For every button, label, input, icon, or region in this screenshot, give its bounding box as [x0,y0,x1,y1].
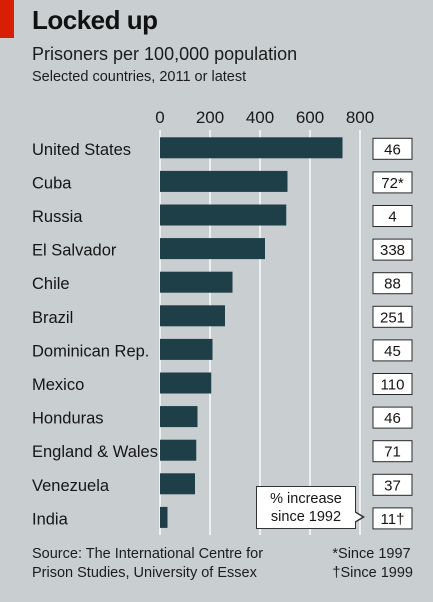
bar [160,506,168,528]
callout-pointer-fill [354,512,362,522]
chart-subtitle: Prisoners per 100,000 population [32,44,298,64]
category-label: Russia [32,208,83,226]
category-label: Honduras [32,410,104,428]
source-note: Source: The International Centre for Pri… [32,545,282,583]
increase-box [372,373,413,395]
increase-box [372,507,413,530]
increase-box [372,440,413,463]
increase-label: 46 [384,141,401,158]
category-label: El Salvador [32,242,117,260]
bar [160,439,197,461]
increase-box [372,171,413,194]
increase-label: 251 [380,309,405,326]
bar [160,406,198,428]
footnotes: *Since 1997 †Since 1999 [332,545,413,583]
bar [160,238,265,260]
x-tick-label: 600 [296,108,324,127]
bar [160,372,212,394]
source-line2: Prison Studies, University of Essex [32,565,257,581]
category-label: Brazil [32,309,73,327]
footnote-since-1999: †Since 1999 [332,565,413,581]
increase-label: 88 [384,276,401,293]
increase-box [372,473,413,496]
bar [160,473,195,495]
x-tick-label: 400 [246,108,274,127]
increase-label: 37 [384,477,401,494]
increase-label: 11† [381,511,405,528]
increase-box [372,205,413,227]
increase-callout: % increase since 1992 [256,486,356,529]
category-label: Venezuela [32,477,110,495]
brand-red-tab [0,0,14,38]
callout-line1: % increase [270,491,342,507]
chart-title: Locked up [32,5,158,35]
increase-box [372,305,413,328]
callout-line2: since 1992 [270,509,342,525]
increase-label: 110 [381,377,405,394]
bar [160,338,213,360]
bar [160,271,233,293]
x-tick-label: 0 [155,108,164,127]
category-label: United States [32,141,131,159]
bar [160,137,343,159]
bar [160,170,288,192]
source-line1: Source: The International Centre for [32,546,264,562]
increase-box [372,406,413,429]
category-label: Chile [32,275,70,293]
category-label: Cuba [32,174,72,192]
bar [160,204,287,226]
category-label: Mexico [32,376,84,394]
increase-label: 71 [384,444,401,461]
increase-box [372,137,413,160]
increase-box [372,339,413,362]
increase-label: 4 [388,209,396,226]
category-label: India [32,510,69,528]
x-tick-label: 200 [196,108,224,127]
category-label: England & Wales [32,443,158,461]
increase-label: 338 [380,242,405,259]
footnote-since-1997: *Since 1997 [332,546,411,562]
chart-subsubtitle: Selected countries, 2011 or latest [32,69,247,85]
bar [160,305,225,327]
increase-label: 45 [384,343,401,360]
increase-label: 72* [381,175,404,192]
category-label: Dominican Rep. [32,342,149,360]
increase-box [372,272,413,295]
x-tick-label: 800 [346,108,374,127]
increase-box [372,238,413,261]
increase-label: 46 [384,410,401,427]
